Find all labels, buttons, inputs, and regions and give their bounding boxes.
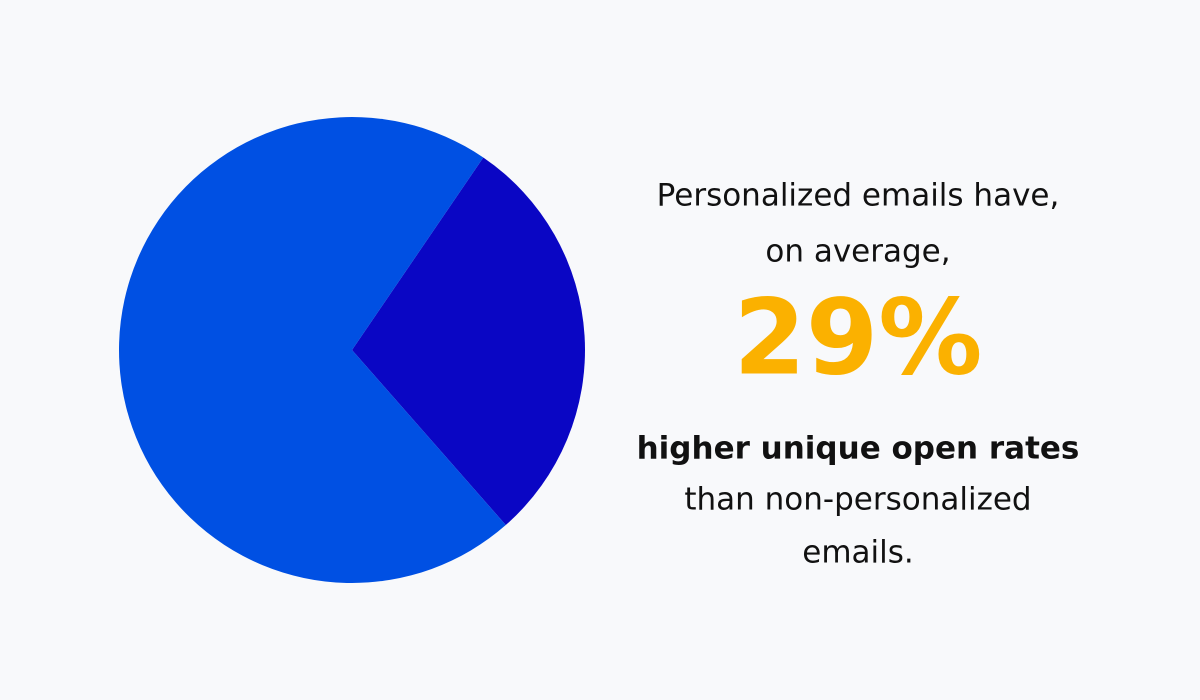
annotation: Personalized emails have, bbox=[657, 178, 1060, 214]
annotation: emails. bbox=[802, 535, 914, 571]
headline-stat: 29% bbox=[734, 276, 983, 398]
annotation: higher unique open rates bbox=[637, 431, 1080, 467]
annotation: than non-personalized bbox=[684, 482, 1031, 518]
pie-chart bbox=[118, 116, 585, 583]
pie-slice bbox=[352, 157, 585, 526]
pie-slice bbox=[118, 116, 506, 583]
annotation: on average, bbox=[765, 234, 950, 270]
